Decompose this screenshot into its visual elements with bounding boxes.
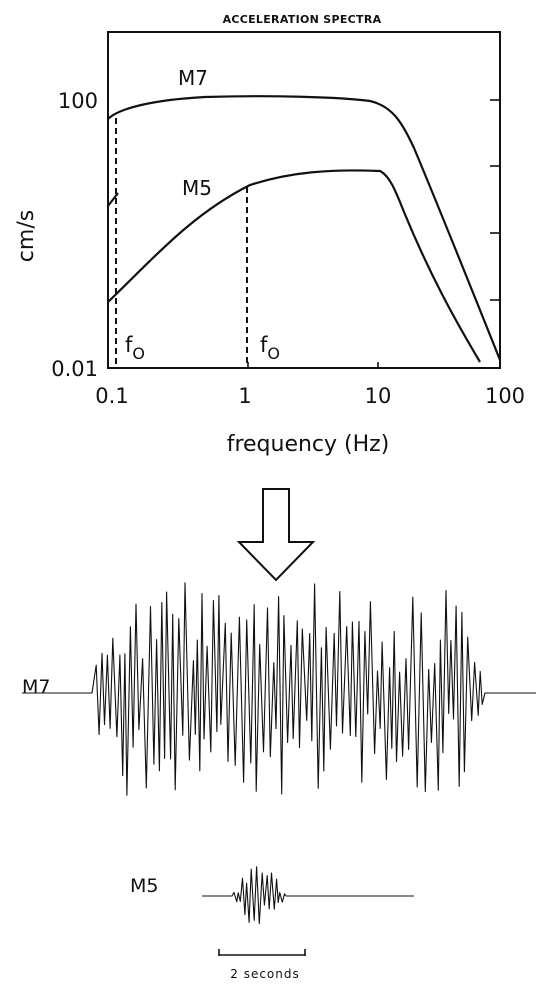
x-tick-label-0-1: 0.1	[95, 384, 128, 408]
down-arrow-icon	[236, 488, 316, 582]
spectra-plot-frame	[107, 31, 501, 369]
x-tick-label-1: 1	[238, 384, 251, 408]
m7-corner-frequency-label: fO	[125, 333, 145, 363]
y-tick-label-100: 100	[58, 89, 98, 113]
time-scale-label: 2 seconds	[230, 967, 300, 981]
m5-spectrum-curve	[107, 169, 481, 363]
m5-curve-label: M5	[182, 176, 212, 200]
m7-spectrum-curve	[107, 95, 502, 361]
m7-seismogram-trace	[22, 582, 536, 796]
m5-curve-stub	[107, 192, 119, 207]
time-scale-bar	[218, 949, 306, 956]
y-tick-label-0-01: 0.01	[51, 357, 98, 381]
x-tick-label-10: 10	[365, 384, 392, 408]
m7-trace-label: M7	[22, 676, 50, 698]
x-axis-label: frequency (Hz)	[227, 432, 390, 457]
m5-corner-frequency-label: fO	[260, 333, 280, 363]
right-axis-ticks	[490, 99, 500, 301]
m7-curve-label: M7	[178, 66, 208, 90]
spectra-title: ACCELERATION SPECTRA	[223, 13, 382, 26]
y-axis-label: cm/s	[14, 210, 39, 262]
m5-trace-label: M5	[130, 875, 158, 897]
m5-seismogram-trace	[202, 866, 414, 925]
x-tick-label-100: 100	[485, 384, 525, 408]
